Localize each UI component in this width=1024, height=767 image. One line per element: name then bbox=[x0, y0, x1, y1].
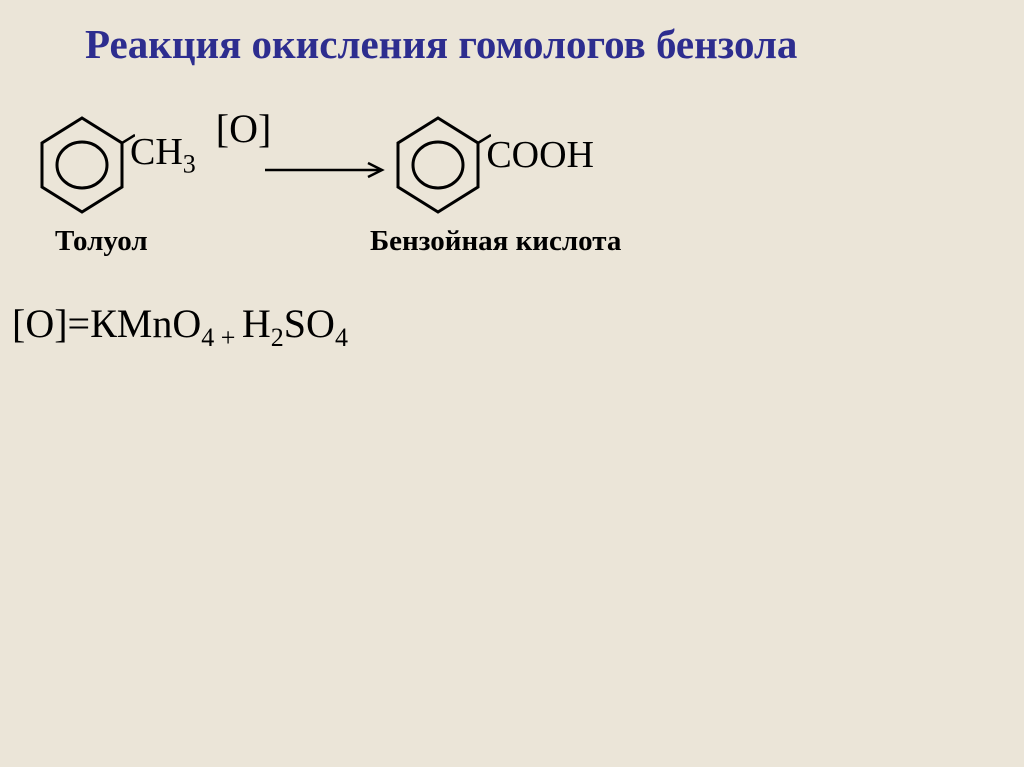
product-label: Бензойная кислота bbox=[370, 225, 621, 257]
reagent2-h: H bbox=[242, 301, 271, 346]
reagent2-so: SO bbox=[284, 301, 335, 346]
reagent2-sub1: 2 bbox=[271, 323, 284, 352]
oxidant-prefix: [O]= bbox=[12, 301, 90, 346]
reaction-equation: CH3 [O] COOH bbox=[30, 110, 594, 220]
oxidant-symbol: [O] bbox=[216, 105, 272, 152]
product-label-row: Бензойная кислота bbox=[370, 225, 621, 258]
oxidant-definition: [O]=КMnO4 + H2SO4 bbox=[12, 300, 348, 353]
benzene-ring-icon bbox=[386, 110, 491, 220]
substituent-subscript: 3 bbox=[183, 150, 196, 179]
reactant-label: Толуол bbox=[55, 225, 148, 257]
plus-symbol: + bbox=[214, 323, 242, 352]
reactant-label-row: Толуол bbox=[55, 225, 148, 258]
reagent1-main: КMnO bbox=[90, 301, 201, 346]
benzene-ring-icon bbox=[30, 110, 135, 220]
product-molecule: COOH bbox=[386, 110, 594, 220]
reactant-substituent: CH3 bbox=[130, 130, 196, 180]
product-substituent: COOH bbox=[486, 133, 594, 177]
reagent2-sub2: 4 bbox=[335, 323, 348, 352]
reagent1-sub: 4 bbox=[201, 323, 214, 352]
reaction-arrow-icon bbox=[260, 160, 390, 180]
substituent-text: CH bbox=[130, 131, 183, 173]
page-title: Реакция окисления гомологов бензола bbox=[85, 20, 797, 68]
reactant-molecule: CH3 bbox=[30, 110, 196, 220]
